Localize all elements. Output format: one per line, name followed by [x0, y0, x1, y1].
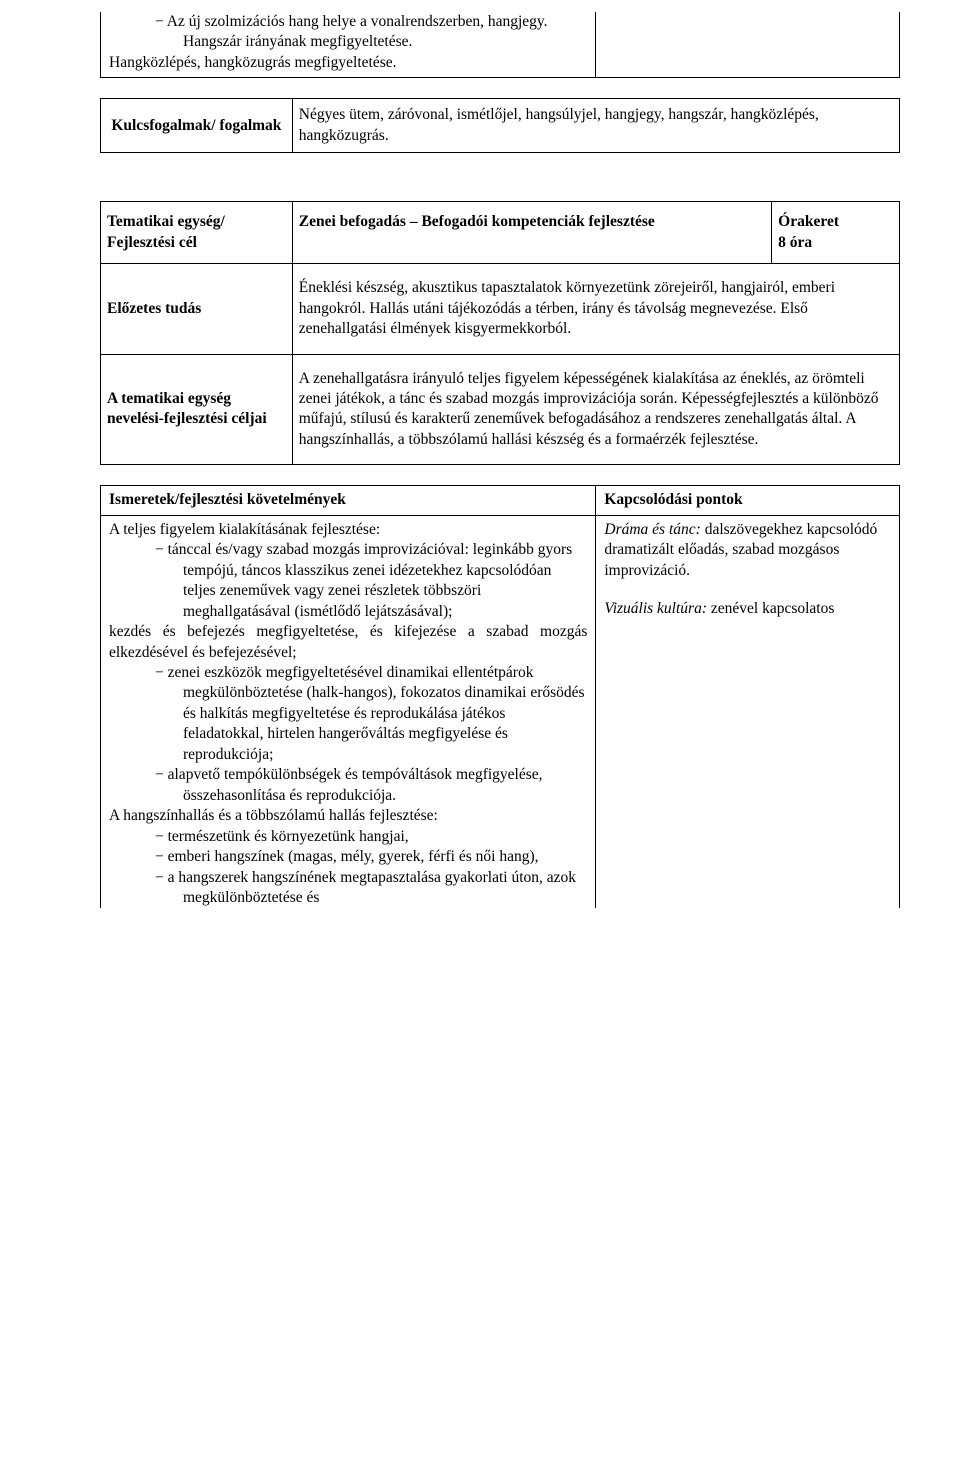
- vizualis-block: Vizuális kultúra: zenével kapcsolatos: [604, 599, 891, 619]
- cell-nevelesi-label: A tematikai egység nevelési-fejlesztési …: [101, 354, 293, 465]
- vizualis-text: zenével kapcsolatos: [711, 600, 835, 617]
- cell-hangjegy-left: Az új szolmizációs hang helye a vonalren…: [101, 12, 596, 78]
- table-kulcsfogalmak: Kulcsfogalmak/ fogalmak Négyes ütem, zár…: [100, 98, 900, 153]
- bullet-termeszetunk: természetünk és környezetünk hangjai,: [109, 827, 587, 847]
- line-kezdes: kezdés és befejezés megfigyeltetése, és …: [109, 622, 587, 663]
- table-hangjegy: Az új szolmizációs hang helye a vonalren…: [100, 12, 900, 78]
- drama-label: Dráma és tánc:: [604, 521, 700, 538]
- cell-ismeretek-body: A teljes figyelem kialakításának fejlesz…: [101, 515, 596, 908]
- cell-nevelesi-value: A zenehallgatásra irányuló teljes figyel…: [292, 354, 899, 465]
- orakeret-hours: 8 óra: [778, 233, 893, 253]
- line-hangszinhallas: A hangszínhallás és a többszólamú hallás…: [109, 806, 587, 826]
- table-ismeretek: Ismeretek/fejlesztési követelmények Kapc…: [100, 485, 900, 908]
- kulcsfogalmak-label-text: Kulcsfogalmak/ fogalmak: [105, 116, 288, 136]
- line-teljes-figyelem: A teljes figyelem kialakításának fejlesz…: [109, 520, 587, 540]
- cell-kulcsfogalmak-label: Kulcsfogalmak/ fogalmak: [101, 99, 293, 153]
- tematikai-title-text: Zenei befogadás – Befogadói kompetenciák…: [299, 213, 655, 230]
- bullet-hangszerek: a hangszerek hangszínének megtapasztalás…: [109, 868, 587, 909]
- cell-kapcsolodasi-body: Dráma és tánc: dalszövegekhez kapcsolódó…: [596, 515, 900, 908]
- nevelesi-label-text: A tematikai egység nevelési-fejlesztési …: [107, 390, 267, 427]
- cell-tematikai-label: Tematikai egység/ Fejlesztési cél: [101, 202, 293, 264]
- cell-hangjegy-right: [596, 12, 900, 78]
- cell-elozetes-label: Előzetes tudás: [101, 264, 293, 354]
- bullet-emberi-hangszinek: emberi hangszínek (magas, mély, gyerek, …: [109, 847, 587, 867]
- table-tematikai: Tematikai egység/ Fejlesztési cél Zenei …: [100, 201, 900, 465]
- header-kapcsolodasi: Kapcsolódási pontok: [596, 486, 900, 515]
- tematikai-label-text: Tematikai egység/ Fejlesztési cél: [107, 213, 225, 250]
- cell-elozetes-value: Éneklési készség, akusztikus tapasztalat…: [292, 264, 899, 354]
- bullet-tanccal: tánccal és/vagy szabad mozgás improvizác…: [109, 540, 587, 622]
- elozetes-label-text: Előzetes tudás: [107, 300, 201, 317]
- orakeret-label: Órakeret: [778, 212, 893, 232]
- bullet-zenei-eszkozok: zenei eszközök megfigyeltetésével dinami…: [109, 663, 587, 765]
- cell-kulcsfogalmak-value: Négyes ütem, záróvonal, ismétlőjel, hang…: [292, 99, 899, 153]
- cell-tematikai-orakeret: Órakeret 8 óra: [772, 202, 900, 264]
- cell-tematikai-title: Zenei befogadás – Befogadói kompetenciák…: [292, 202, 771, 264]
- vizualis-label: Vizuális kultúra:: [604, 600, 707, 617]
- line-hangkozlepes: Hangközlépés, hangközugrás megfigyelteté…: [109, 53, 587, 73]
- bullet-uj-szolmizacios: Az új szolmizációs hang helye a vonalren…: [109, 12, 587, 53]
- drama-es-tanc-block: Dráma és tánc: dalszövegekhez kapcsolódó…: [604, 520, 891, 581]
- spacer: [604, 581, 891, 599]
- bullet-alapveto-tempo: alapvető tempókülönbségek és tempóváltás…: [109, 765, 587, 806]
- header-ismeretek: Ismeretek/fejlesztési követelmények: [101, 486, 596, 515]
